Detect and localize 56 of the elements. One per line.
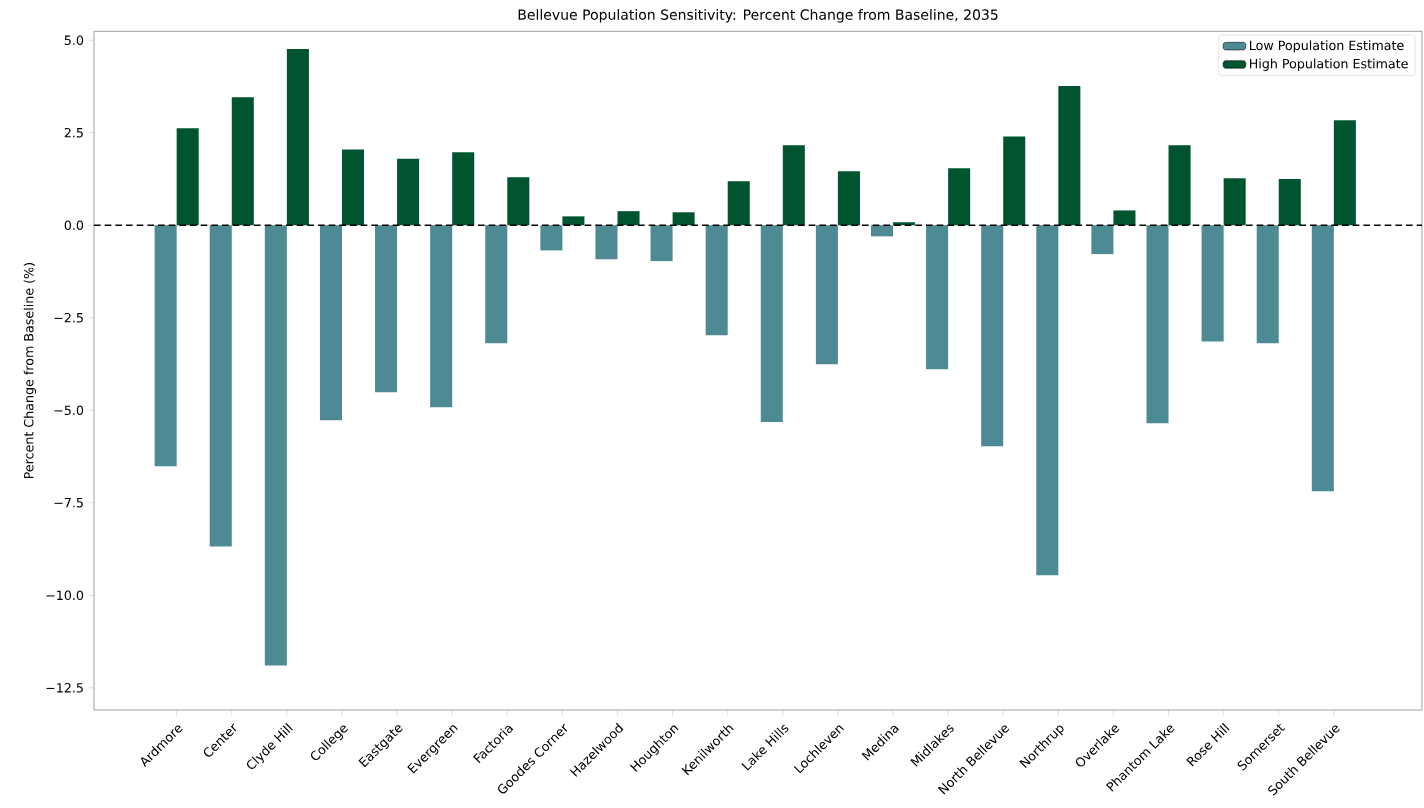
bar [430,225,453,408]
y-tick-label: 0.0 [64,220,84,231]
bar [1113,210,1136,226]
bar [1256,225,1279,344]
bar [1278,178,1301,226]
bar [1091,225,1114,255]
bar [727,181,750,226]
y-tick-label: 2.5 [64,127,83,138]
y-tick-label: 5.0 [64,35,84,46]
bar [893,222,916,226]
bar [540,225,563,251]
bar [926,225,949,370]
bar [837,171,860,226]
bar [485,225,508,344]
bar [948,168,971,226]
bar [562,216,585,226]
bar [981,225,1004,447]
bar [375,225,398,393]
y-tick-label: −10.0 [46,590,84,601]
bar [870,225,894,237]
bar [672,212,695,226]
bar [1058,86,1081,226]
y-tick-label: −2.5 [54,312,83,323]
bar [209,225,232,547]
bar [154,225,177,467]
bar [176,128,199,226]
bar [319,225,342,421]
bar [507,177,530,226]
bar [1146,225,1169,424]
bar [341,149,365,226]
y-tick-label: −5.0 [54,405,84,416]
bar [595,225,618,260]
bar [760,225,783,423]
bar [815,225,838,365]
bar [1003,136,1026,226]
bar [650,225,673,262]
bar [231,97,254,226]
bar [1333,120,1356,226]
bar [1201,225,1224,342]
bar [705,225,728,336]
chart-title: Bellevue Population Sensitivity: Percent Change from Baseline, 2035 [518,9,998,23]
legend-label: High Population Estimate [1250,58,1408,71]
bar [1223,178,1246,226]
bar [1311,225,1334,492]
bar [264,225,287,666]
bar [286,49,309,226]
y-tick-label: −12.5 [46,683,83,693]
bar [617,211,640,226]
bar [1036,225,1059,576]
bar [452,152,475,226]
y-tick-label: −7.5 [54,498,83,508]
bar [397,158,420,226]
legend-label: Low Population Estimate [1250,40,1404,53]
bar [1168,145,1191,226]
y-axis-title: Percent Change from Baseline (%) [23,263,36,479]
bar [782,145,805,226]
